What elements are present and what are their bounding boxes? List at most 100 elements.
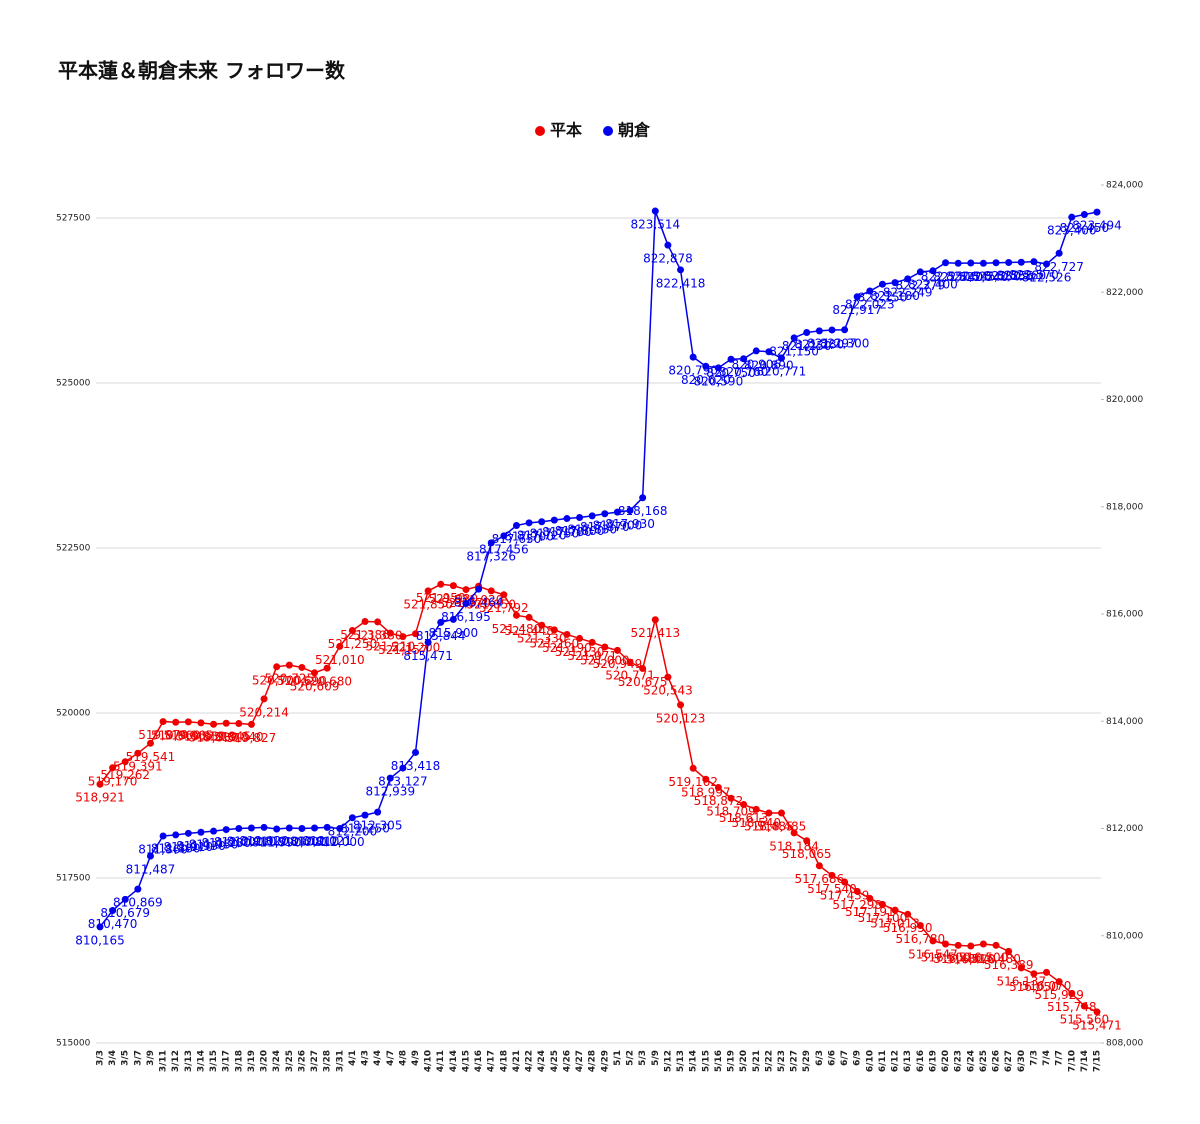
x-tick-label: 3/27 — [310, 1050, 320, 1072]
data-label: 812,010 — [264, 834, 314, 848]
x-tick-label: 7/3 — [1029, 1050, 1039, 1066]
data-label: 817,900 — [593, 519, 643, 533]
data-label: 516,500 — [959, 951, 1009, 965]
x-tick-label: 3/26 — [297, 1050, 307, 1072]
x-tick-label: 5/22 — [764, 1050, 774, 1072]
data-label: 517,100 — [858, 911, 908, 925]
data-label: 812,305 — [353, 819, 403, 833]
point — [336, 642, 344, 650]
point — [260, 695, 268, 703]
data-label: 520,214 — [239, 705, 289, 719]
y2-tick-label: 822,000 — [1106, 288, 1143, 298]
point — [891, 906, 899, 914]
data-label: 521,260 — [530, 636, 580, 650]
data-label: 811,950 — [189, 838, 239, 852]
point — [601, 510, 609, 518]
data-label: 820,771 — [757, 365, 807, 379]
data-label: 812,000 — [214, 835, 264, 849]
data-label: 821,297 — [807, 336, 857, 350]
data-label: 822,180 — [870, 289, 920, 303]
point — [197, 719, 205, 727]
point — [273, 825, 281, 833]
point — [866, 287, 874, 295]
data-label: 822,878 — [643, 252, 693, 266]
data-label: 822,540 — [933, 270, 983, 284]
y2-tick-label: 824,000 — [1106, 181, 1143, 191]
point — [449, 615, 457, 623]
data-label: 520,609 — [290, 679, 340, 693]
data-label: 822,727 — [1034, 260, 1084, 274]
point — [361, 618, 369, 626]
point — [613, 646, 621, 654]
data-label: 521,850 — [466, 597, 516, 611]
point — [828, 871, 836, 879]
point — [651, 616, 659, 624]
point — [979, 259, 987, 267]
data-label: 821,150 — [769, 344, 819, 358]
data-label: 521,190 — [542, 641, 592, 655]
point — [1017, 258, 1025, 266]
point — [1043, 260, 1051, 268]
x-tick-label: 4/9 — [411, 1050, 421, 1066]
point — [765, 809, 773, 817]
x-tick-label: 3/11 — [159, 1050, 169, 1072]
data-label: 521,386 — [340, 628, 390, 642]
point — [626, 507, 634, 515]
data-label: 520,680 — [302, 675, 352, 689]
data-label: 821,917 — [832, 303, 882, 317]
data-label: 521,950 — [416, 591, 466, 605]
point — [588, 638, 596, 646]
point — [146, 739, 154, 747]
point — [121, 758, 129, 766]
point — [777, 809, 785, 817]
data-label: 822,560 — [996, 269, 1046, 283]
data-label: 520,700 — [252, 673, 302, 687]
point — [538, 518, 546, 526]
point — [1055, 249, 1063, 257]
data-label: 516,480 — [971, 952, 1021, 966]
y2-tick-label: 818,000 — [1106, 502, 1143, 512]
point — [311, 669, 319, 677]
data-label: 811,880 — [151, 841, 201, 855]
x-tick-label: 4/4 — [373, 1050, 383, 1066]
point — [942, 940, 950, 948]
x-tick-label: 5/9 — [651, 1050, 661, 1066]
data-label: 519,827 — [227, 731, 277, 745]
point — [1068, 213, 1076, 221]
point — [777, 354, 785, 362]
point — [740, 801, 748, 809]
x-tick-label: 3/13 — [184, 1050, 194, 1072]
point — [449, 582, 457, 590]
x-tick-label: 4/16 — [474, 1050, 484, 1072]
x-tick-label: 3/15 — [209, 1050, 219, 1072]
point — [361, 811, 369, 819]
point — [348, 814, 356, 822]
point — [664, 241, 672, 249]
point — [500, 591, 508, 599]
data-label: 520,771 — [605, 669, 655, 683]
x-tick-label: 6/25 — [979, 1050, 989, 1072]
data-label: 521,330 — [517, 632, 567, 646]
point — [1030, 258, 1038, 266]
x-tick-label: 6/26 — [992, 1050, 1002, 1072]
chart-title: 平本蓮＆朝倉未来 フォロワー数 — [58, 59, 346, 83]
x-tick-label: 4/14 — [449, 1050, 459, 1072]
data-label: 817,650 — [492, 532, 542, 546]
data-label: 818,168 — [618, 504, 668, 518]
data-label: 521,071 — [567, 649, 617, 663]
point — [222, 719, 230, 727]
point — [298, 663, 306, 671]
point — [765, 348, 773, 356]
point — [815, 862, 823, 870]
x-tick-label: 5/29 — [802, 1050, 812, 1072]
x-tick-label: 5/21 — [752, 1050, 762, 1072]
data-label: 816,195 — [441, 610, 491, 624]
point — [525, 613, 533, 621]
x-tick-label: 5/14 — [689, 1050, 699, 1072]
point — [222, 826, 230, 834]
point — [462, 600, 470, 608]
point — [386, 629, 394, 637]
point — [853, 887, 861, 895]
x-tick-label: 3/3 — [96, 1050, 106, 1066]
